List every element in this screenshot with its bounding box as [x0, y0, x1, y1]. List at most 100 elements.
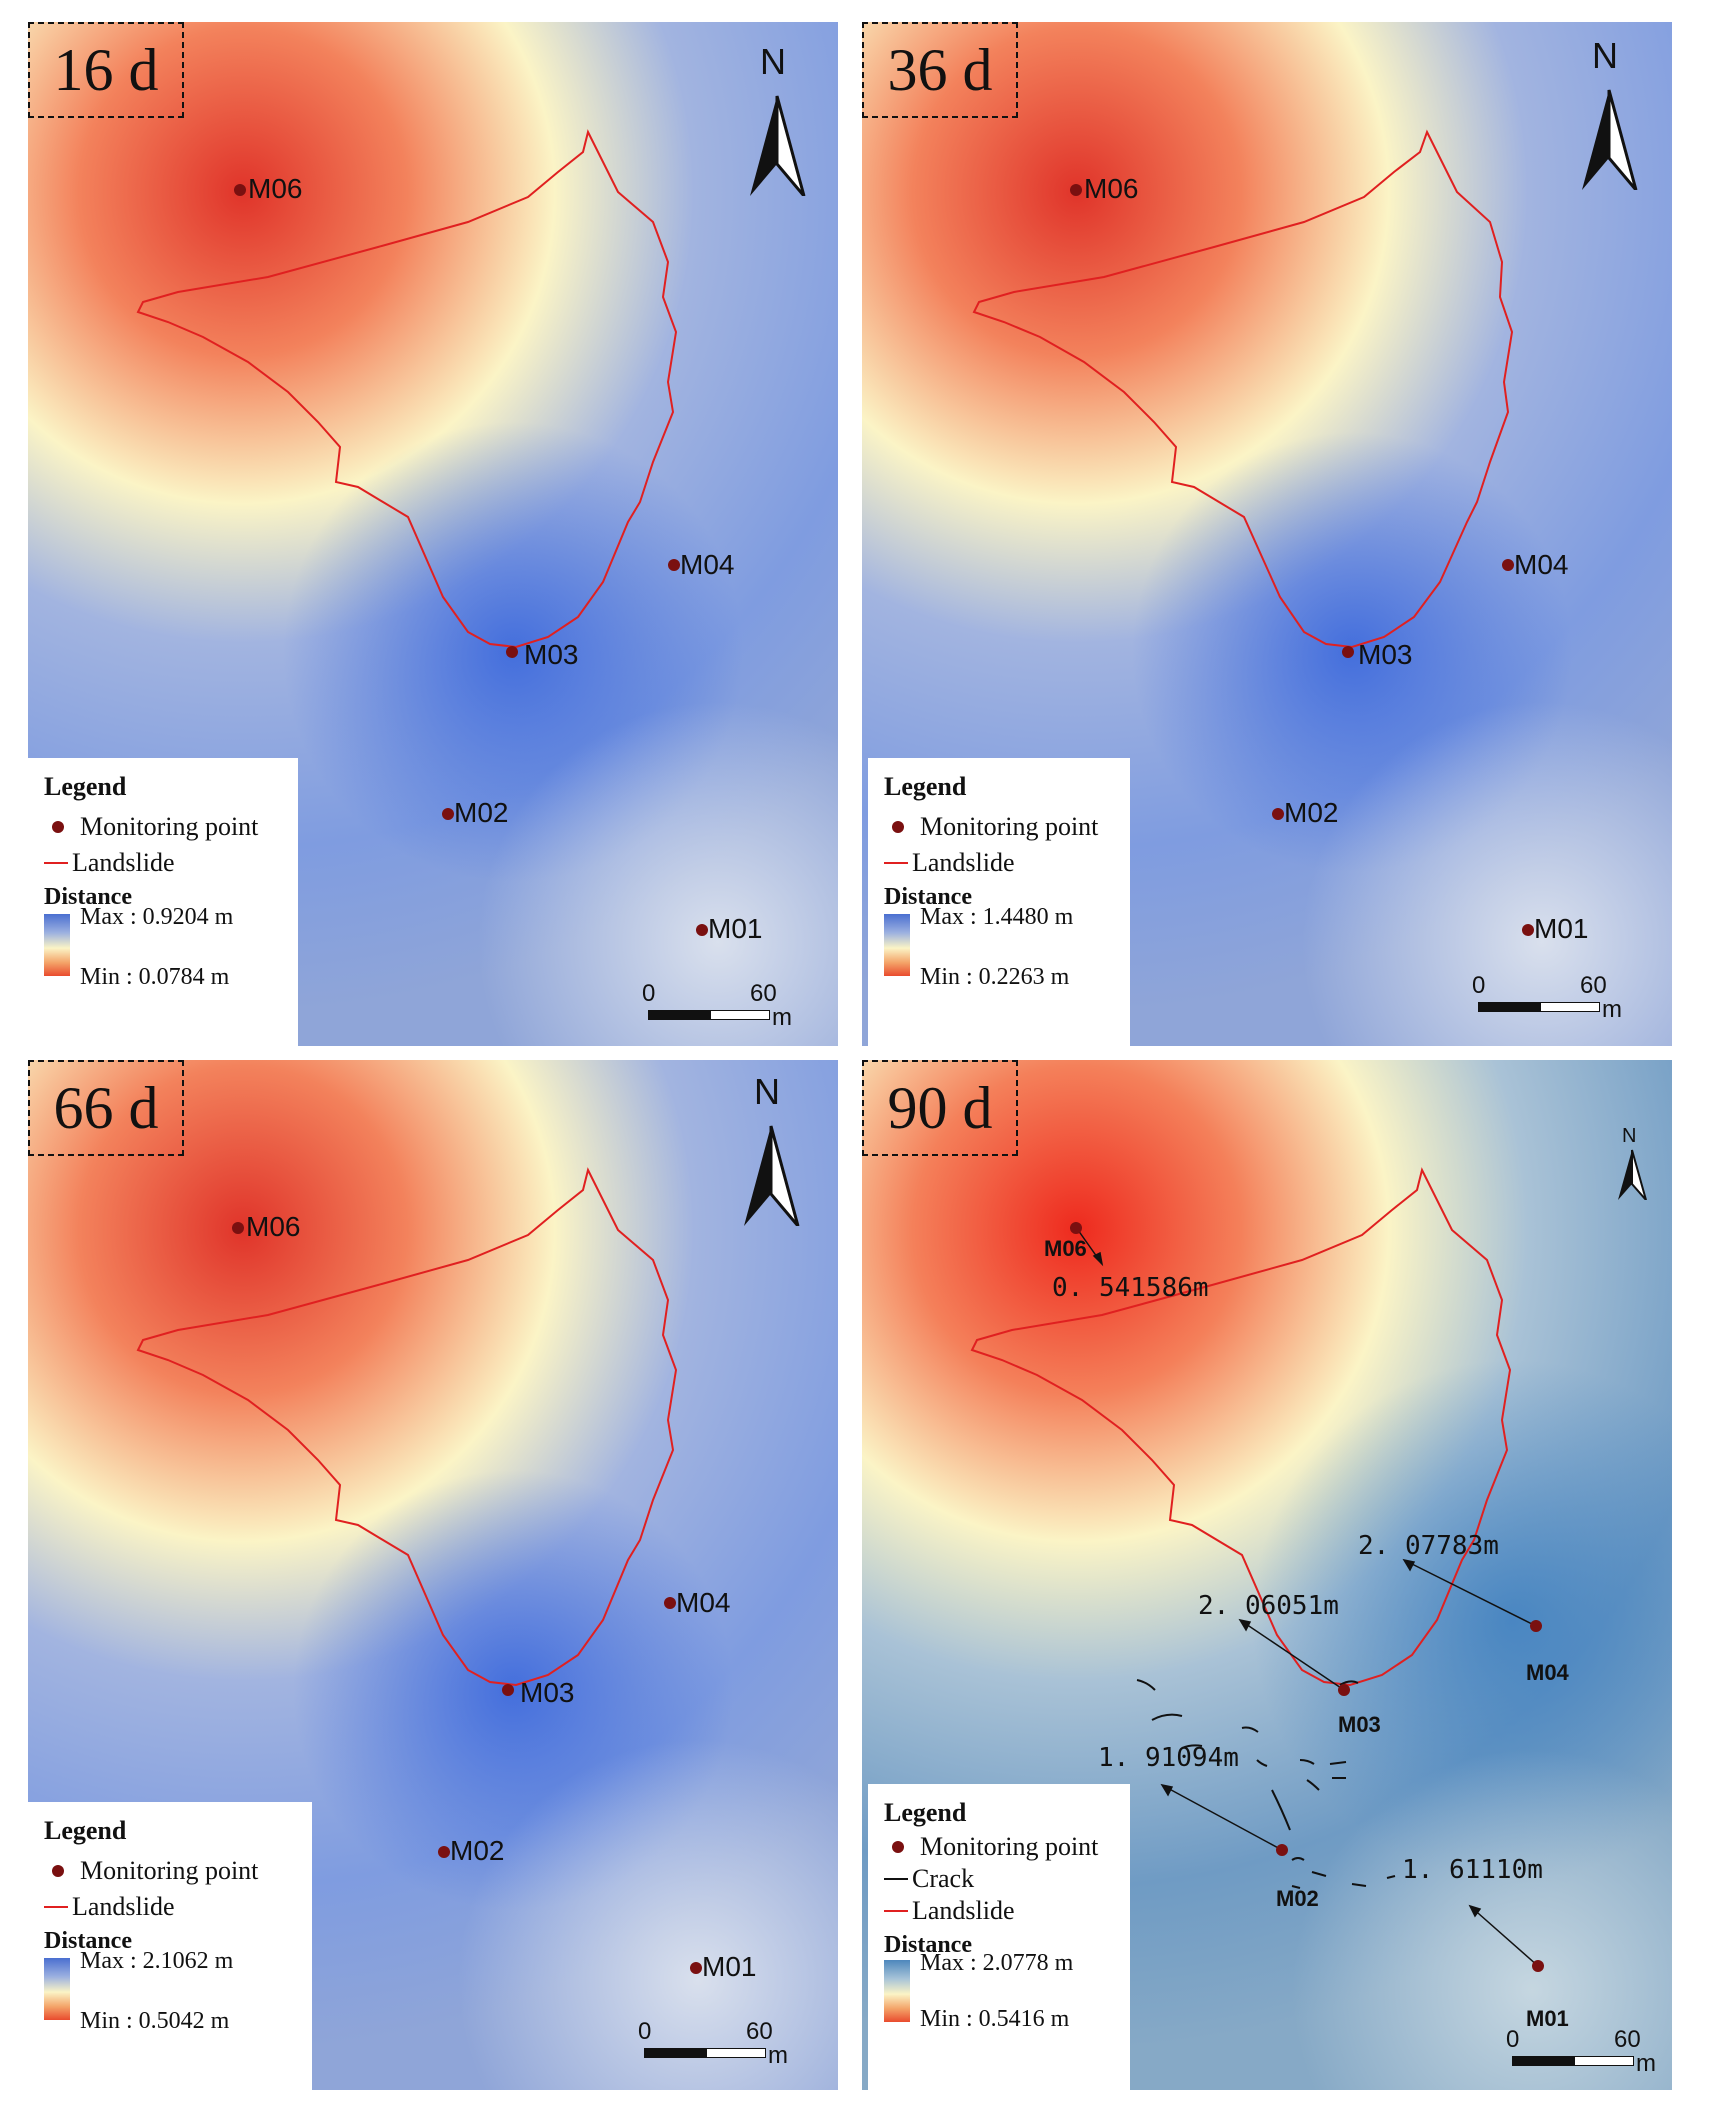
monitoring-point-M01 [696, 924, 708, 936]
time-title-text: 66 d [53, 1074, 159, 1141]
point-label-M04: M04 [1514, 549, 1568, 580]
displacement-map: M06 M04 M03 M02 M01 [28, 1060, 838, 2090]
landslide-line-icon [44, 862, 68, 864]
monitoring-point-icon [52, 1865, 64, 1877]
monitoring-point-M06 [234, 184, 246, 196]
legend-max: Max : 0.9204 m [80, 904, 234, 930]
svg-text:N: N [1622, 1125, 1636, 1147]
monitoring-point-M03 [1342, 646, 1354, 658]
legend-item-monitoring-point: Monitoring point [44, 812, 258, 842]
scale-bar: 0 60 m [642, 980, 792, 1031]
monitoring-point-M04 [1502, 559, 1514, 571]
north-arrow-icon: N [750, 41, 806, 196]
legend-distance-title: Distance [884, 884, 972, 910]
point-label-M06: M06 [1084, 173, 1138, 204]
map-panel-90d: M06 0. 541586m M04 2. 07783m M03 2. 0605… [862, 1060, 1672, 2090]
displacement-label-M04: 2. 07783m [1358, 1531, 1499, 1561]
displacement-label-M06: 0. 541586m [1052, 1273, 1209, 1303]
legend-title: Legend [884, 772, 967, 801]
point-label-M01: M01 [1534, 913, 1588, 944]
legend-distance-title: Distance [884, 1932, 972, 1958]
point-label-M04: M04 [1526, 1660, 1570, 1685]
color-ramp [44, 914, 70, 976]
legend-item-landslide: Landslide [44, 1892, 175, 1922]
monitoring-point-M02 [1276, 1844, 1288, 1856]
point-label-M03: M03 [520, 1677, 574, 1708]
legend: Legend Monitoring point Landslide Distan… [868, 758, 1130, 1046]
displacement-arrows [1077, 1229, 1539, 1967]
displacement-map: M06 M04 M03 M02 M01 [28, 22, 838, 1046]
legend-max: Max : 2.1062 m [80, 1948, 234, 1974]
monitoring-point-icon [52, 821, 64, 833]
legend-min: Min : 0.5042 m [80, 2008, 230, 2034]
monitoring-point-M04 [668, 559, 680, 571]
legend-title: Legend [884, 1798, 967, 1827]
legend-item-monitoring-point: Monitoring point [44, 1856, 258, 1886]
scale-bar: 0 60 m [638, 2018, 788, 2069]
legend-max: Max : 2.0778 m [920, 1950, 1074, 1976]
legend-item-monitoring-point: Monitoring point [884, 1832, 1098, 1862]
map-panel-16d: M06 M04 M03 M02 M01 16 d N Legend Monito… [28, 22, 838, 1046]
point-label-M02: M02 [1276, 1886, 1319, 1911]
monitoring-point-M03 [1338, 1684, 1350, 1696]
legend-item-crack: Crack [884, 1864, 974, 1894]
legend-min: Min : 0.2263 m [920, 964, 1070, 990]
legend-item-landslide: Landslide [44, 848, 175, 878]
legend-min: Min : 0.5416 m [920, 2006, 1070, 2032]
time-title: 90 d [862, 1060, 1018, 1156]
crack-lines [1136, 1679, 1396, 1889]
time-title: 16 d [28, 22, 184, 118]
time-title-text: 90 d [887, 1074, 993, 1141]
monitoring-point-M04 [664, 1597, 676, 1609]
displacement-map: M06 M04 M03 M02 M01 [862, 22, 1672, 1046]
color-ramp [884, 1960, 910, 2022]
north-arrow-icon: N [1582, 35, 1638, 190]
point-label-M01: M01 [702, 1951, 756, 1982]
landslide-boundary [972, 129, 1514, 649]
time-title: 36 d [862, 22, 1018, 118]
svg-text:N: N [754, 1071, 780, 1112]
scale-bar: 0 60 m [1472, 972, 1622, 1023]
monitoring-point-M02 [442, 808, 454, 820]
point-label-M04: M04 [680, 549, 734, 580]
legend-distance-title: Distance [44, 1928, 132, 1954]
map-panel-66d: M06 M04 M03 M02 M01 66 d N Legend Monito… [28, 1060, 838, 2090]
legend: Legend Monitoring point Landslide Distan… [28, 758, 298, 1046]
color-ramp [884, 914, 910, 976]
landslide-boundary [970, 1167, 1512, 1687]
monitoring-point-icon [892, 1841, 904, 1853]
displacement-label-M01: 1. 61110m [1402, 1855, 1543, 1885]
legend: Legend Monitoring point Crack Landslide … [868, 1784, 1130, 2090]
monitoring-point-M06 [232, 1222, 244, 1234]
legend-distance-title: Distance [44, 884, 132, 910]
legend-min: Min : 0.0784 m [80, 964, 230, 990]
displacement-label-M02: 1. 91094m [1098, 1743, 1239, 1773]
point-label-M06: M06 [1044, 1236, 1087, 1261]
point-label-M06: M06 [248, 173, 302, 204]
time-title-text: 16 d [53, 36, 159, 103]
monitoring-point-M03 [502, 1684, 514, 1696]
color-ramp [44, 1958, 70, 2020]
point-label-M01: M01 [708, 913, 762, 944]
svg-text:N: N [1592, 35, 1618, 76]
landslide-boundary [136, 1167, 678, 1687]
legend-item-landslide: Landslide [884, 1896, 1015, 1926]
monitoring-point-M02 [438, 1846, 450, 1858]
monitoring-point-M04 [1530, 1620, 1542, 1632]
monitoring-point-M03 [506, 646, 518, 658]
point-label-M01: M01 [1526, 2006, 1569, 2031]
monitoring-point-M01 [690, 1962, 702, 1974]
point-label-M02: M02 [450, 1835, 504, 1866]
point-label-M03: M03 [1358, 639, 1412, 670]
point-label-M03: M03 [1338, 1712, 1381, 1737]
north-arrow-icon: N [744, 1071, 800, 1226]
legend-title: Legend [44, 772, 127, 801]
point-label-M02: M02 [454, 797, 508, 828]
point-label-M04: M04 [676, 1587, 730, 1618]
time-title-text: 36 d [887, 36, 993, 103]
legend-max: Max : 1.4480 m [920, 904, 1074, 930]
monitoring-point-M02 [1272, 808, 1284, 820]
legend-item-monitoring-point: Monitoring point [884, 812, 1098, 842]
svg-text:N: N [760, 41, 786, 82]
landslide-line-icon [44, 1906, 68, 1908]
